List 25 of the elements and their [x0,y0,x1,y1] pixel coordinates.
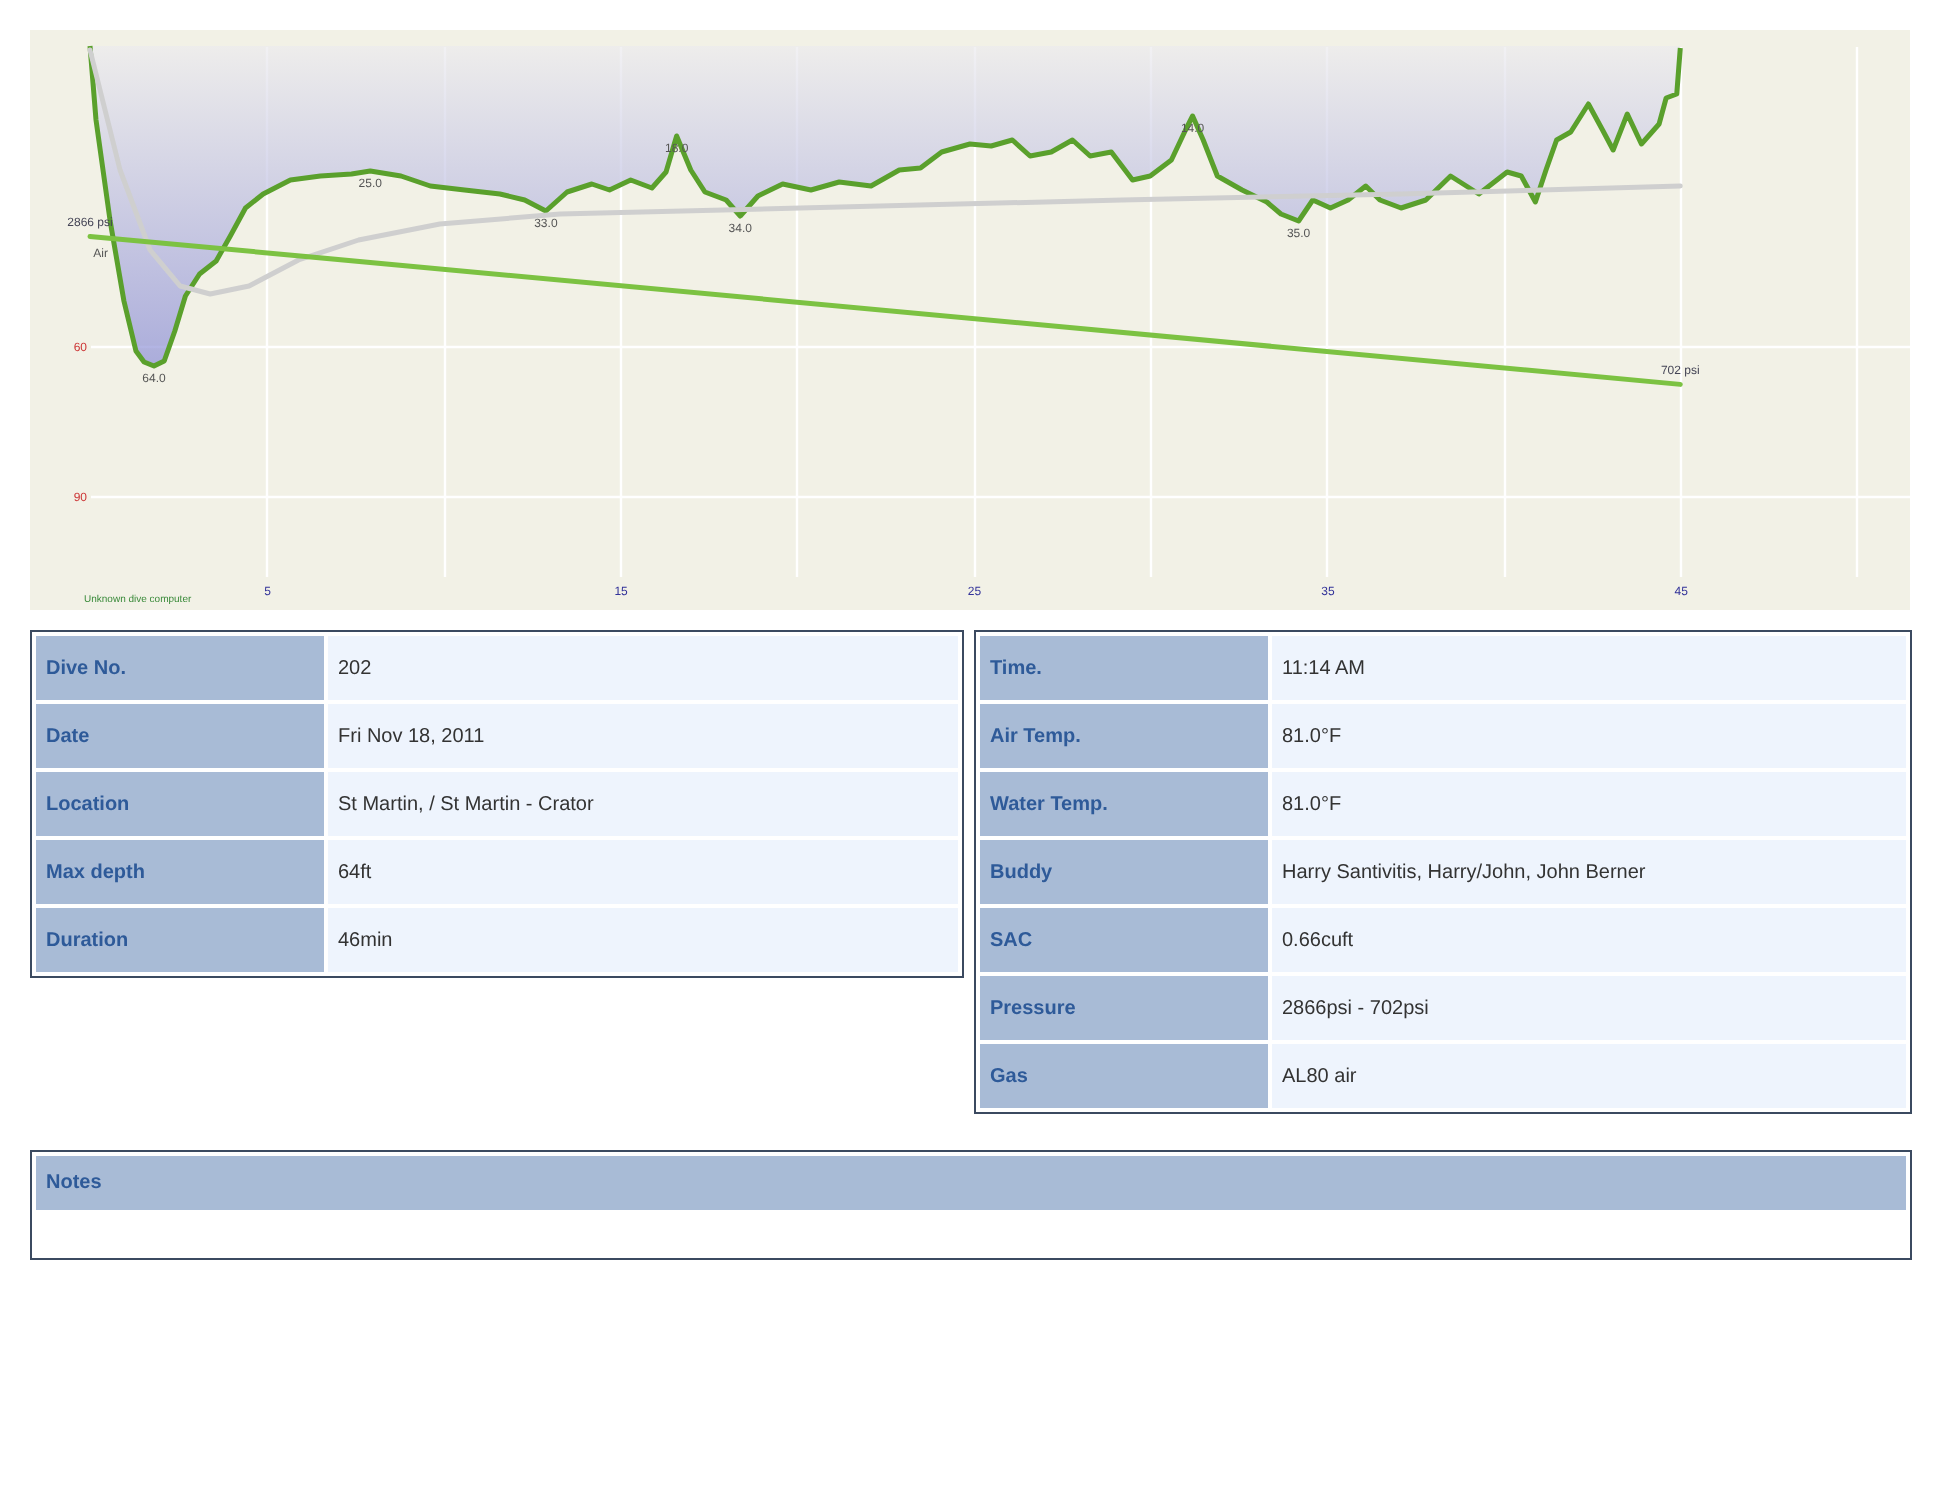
text: Date [36,704,324,768]
text: Water Temp. [980,772,1268,836]
text: Dive No. [36,636,324,700]
text: SAC [980,908,1268,972]
text: St Martin, / St Martin - Crator [328,772,958,836]
text: Time. [980,636,1268,700]
text: Location [36,772,324,836]
text: 0.66cuft [1272,908,1906,972]
text: 2866psi - 702psi [1272,976,1906,1040]
text: Gas [980,1044,1268,1108]
text: 81.0°F [1272,772,1906,836]
text: Harry Santivitis, Harry/John, John Berner [1272,840,1906,904]
text: Duration [36,908,324,972]
text: 46min [328,908,958,972]
text: 64ft [328,840,958,904]
text: Max depth [36,840,324,904]
text: 11:14 AM [1272,636,1906,700]
text: AL80 air [1272,1044,1906,1108]
text: Notes [36,1156,1906,1210]
text: Pressure [980,976,1268,1040]
text: Fri Nov 18, 2011 [328,704,958,768]
text: Buddy [980,840,1268,904]
text: Air Temp. [980,704,1268,768]
text: 202 [328,636,958,700]
text: 81.0°F [1272,704,1906,768]
